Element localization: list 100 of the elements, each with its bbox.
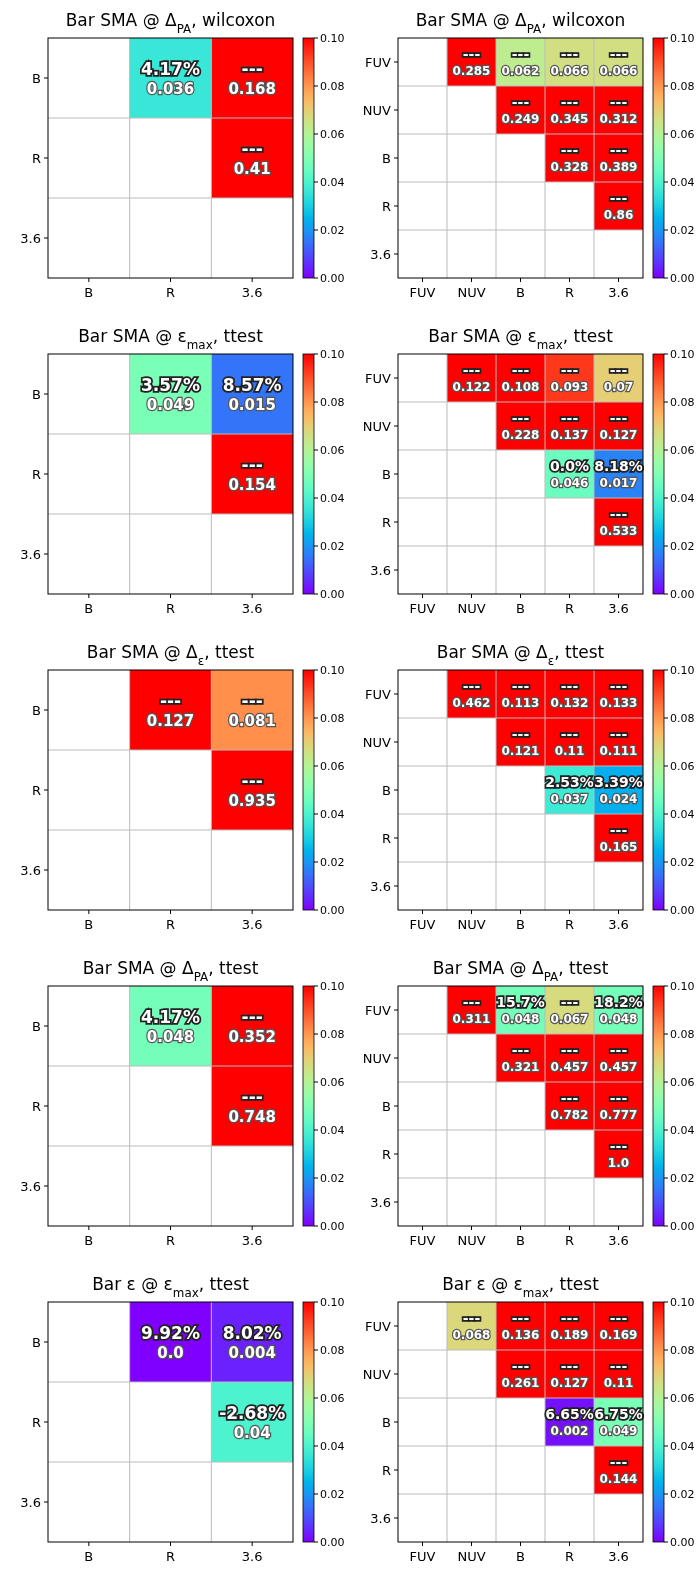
annotation: --- — [609, 1042, 628, 1058]
color-bar-label: 0.02 — [320, 540, 345, 553]
color-bar-label: 0.00 — [670, 1220, 695, 1233]
data-label: 0.017 — [599, 476, 638, 490]
color-bar-label: 0.10 — [670, 1296, 695, 1309]
data-label: 0.748 — [228, 1108, 276, 1126]
data-label: 0.002 — [550, 1424, 589, 1438]
x-tick-label: B — [516, 917, 525, 932]
data-label: 0.137 — [550, 428, 589, 442]
annotation: --- — [241, 455, 263, 475]
data-label: 0.533 — [599, 524, 638, 538]
chart-title: Bar SMA @ Δ$_{PA}$, wilcoxon — [65, 10, 276, 36]
chart-title: Bar SMA @ Δ$_{ε}$, ttest — [436, 642, 605, 668]
data-label: 0.777 — [599, 1108, 638, 1122]
annotation: --- — [462, 994, 481, 1010]
x-tick-label: FUV — [409, 1233, 436, 1248]
annotation: --- — [609, 46, 628, 62]
y-tick-label: B — [382, 151, 391, 166]
data-label: 0.321 — [501, 1060, 540, 1074]
color-bar-label: 0.00 — [320, 1220, 345, 1233]
color-bar-label: 0.06 — [320, 760, 345, 773]
annotation: --- — [560, 1310, 579, 1326]
x-tick-label: R — [564, 1549, 575, 1564]
annotation: 0.0% — [550, 458, 589, 474]
color-bar-label: 0.10 — [320, 980, 345, 993]
data-label: 0.935 — [228, 792, 276, 810]
y-tick-label: R — [31, 1099, 41, 1114]
data-label: 0.04 — [233, 1424, 271, 1442]
annotation: --- — [462, 362, 481, 378]
annotation: --- — [609, 506, 628, 522]
y-tick-label: B — [382, 783, 391, 798]
color-bar-label: 0.10 — [670, 32, 695, 45]
data-label: 0.015 — [228, 396, 276, 414]
data-label: 0.132 — [550, 696, 589, 710]
x-tick-label: B — [516, 1549, 525, 1564]
x-tick-label: B — [84, 285, 94, 300]
color-bar-label: 0.00 — [320, 904, 345, 917]
data-label: 0.285 — [452, 64, 491, 78]
x-tick-label: 3.6 — [241, 917, 263, 932]
annotation: 3.39% — [594, 774, 643, 790]
color-bar-label: 0.04 — [320, 1440, 345, 1453]
data-label: 1.0 — [607, 1156, 630, 1170]
color-bar-label: 0.00 — [320, 1536, 345, 1549]
color-bar-label: 0.08 — [670, 1344, 695, 1357]
data-label: 0.004 — [228, 1344, 276, 1362]
y-tick-label: R — [31, 151, 41, 166]
data-label: 0.024 — [599, 792, 638, 806]
data-label: 0.062 — [501, 64, 540, 78]
annotation: 2.53% — [545, 774, 594, 790]
color-bar-label: 0.02 — [670, 540, 695, 553]
y-tick-label: B — [32, 703, 41, 718]
x-tick-label: R — [165, 601, 176, 616]
y-tick-label: B — [382, 467, 391, 482]
data-label: 0.86 — [603, 208, 634, 222]
color-bar-label: 0.04 — [320, 176, 345, 189]
annotation: --- — [609, 142, 628, 158]
y-tick-label: 3.6 — [370, 563, 391, 578]
chart-title: Bar SMA @ ε$_{max}$, ttest — [428, 326, 614, 352]
y-tick-label: FUV — [365, 687, 392, 702]
color-bar-label: 0.08 — [670, 712, 695, 725]
annotation: --- — [560, 46, 579, 62]
annotation: --- — [511, 46, 530, 62]
color-bar-label: 0.00 — [320, 272, 345, 285]
data-label: 0.11 — [554, 744, 585, 758]
y-tick-label: 3.6 — [370, 1195, 391, 1210]
y-tick-label: B — [382, 1415, 391, 1430]
x-tick-label: FUV — [409, 917, 436, 932]
color-bar-label: 0.08 — [670, 396, 695, 409]
color-bar-label: 0.06 — [670, 1076, 695, 1089]
y-tick-label: 3.6 — [20, 1179, 41, 1194]
color-bar-label: 0.10 — [320, 664, 345, 677]
chart-title: Bar SMA @ Δ$_{PA}$, wilcoxon — [415, 10, 626, 36]
data-label: 0.127 — [599, 428, 638, 442]
x-tick-label: NUV — [457, 285, 486, 300]
color-bar-label: 0.06 — [320, 1392, 345, 1405]
x-tick-label: FUV — [409, 601, 436, 616]
annotation: --- — [241, 691, 263, 711]
chart-title: Bar SMA @ Δ$_{ε}$, ttest — [86, 642, 255, 668]
color-bar-label: 0.04 — [670, 492, 695, 505]
data-label: 0.261 — [501, 1376, 540, 1390]
data-label: 0.133 — [599, 696, 638, 710]
data-label: 0.228 — [501, 428, 540, 442]
y-tick-label: NUV — [362, 103, 392, 118]
color-bar-label: 0.06 — [670, 444, 695, 457]
annotation: --- — [511, 726, 530, 742]
annotation: --- — [511, 1042, 530, 1058]
x-tick-label: B — [84, 917, 94, 932]
data-label: 0.037 — [550, 792, 589, 806]
x-tick-label: B — [516, 285, 525, 300]
color-bar-label: 0.08 — [670, 80, 695, 93]
chart-title: Bar SMA @ Δ$_{PA}$, ttest — [82, 958, 259, 984]
x-tick-label: 3.6 — [241, 1233, 263, 1248]
y-tick-label: 3.6 — [370, 1511, 391, 1526]
x-tick-label: R — [564, 917, 575, 932]
annotation: --- — [609, 1138, 628, 1154]
y-tick-label: 3.6 — [20, 1495, 41, 1510]
data-label: 0.0 — [157, 1344, 184, 1362]
annotation: --- — [609, 94, 628, 110]
x-tick-label: NUV — [457, 601, 486, 616]
annotation: --- — [511, 410, 530, 426]
